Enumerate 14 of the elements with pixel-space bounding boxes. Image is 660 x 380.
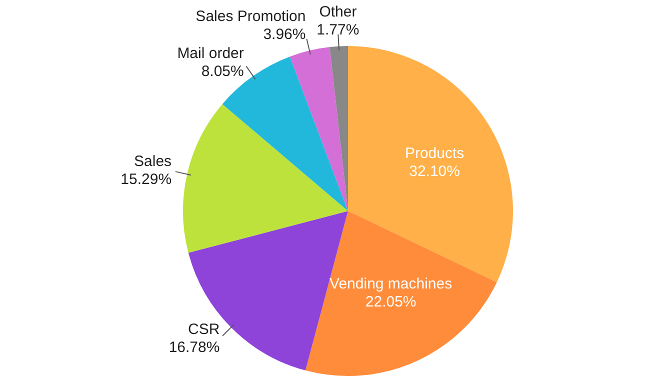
slice-label: Sales Promotion bbox=[196, 8, 306, 26]
slice-label: Other bbox=[319, 3, 357, 20]
data-label: 8.05% bbox=[201, 63, 244, 80]
data-label: 22.05% bbox=[365, 294, 416, 311]
slice-label: Vending machines bbox=[330, 276, 452, 293]
slice-label: Mail order bbox=[177, 45, 244, 62]
slice-label: Sales bbox=[134, 152, 172, 170]
data-label: 32.10% bbox=[409, 162, 460, 180]
slice-label: CSR bbox=[188, 320, 220, 338]
data-label: 15.29% bbox=[120, 170, 172, 188]
data-label: 16.78% bbox=[168, 338, 220, 356]
slice-label: Products bbox=[404, 144, 464, 162]
data-label: 3.96% bbox=[263, 26, 306, 44]
data-label: 1.77% bbox=[316, 21, 360, 38]
